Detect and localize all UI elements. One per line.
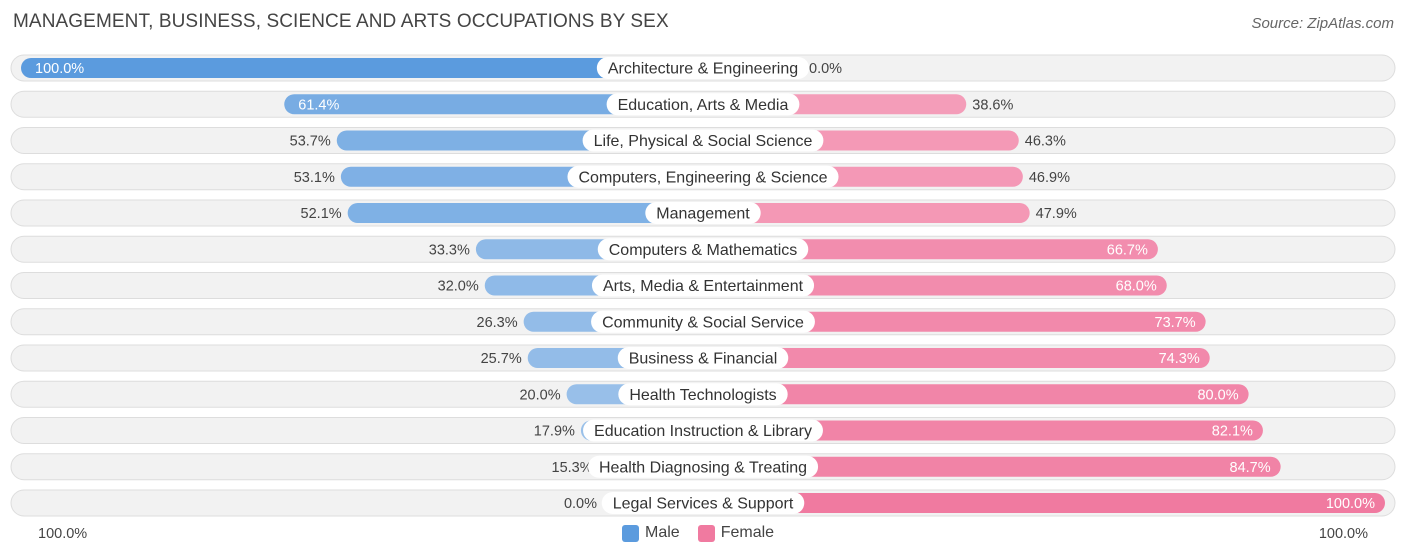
category-label-pill [601,492,805,514]
value-label-female: 82.1% [1212,424,1253,440]
bar-female [703,384,1249,405]
category-label-pill [596,57,810,79]
axis-left-label: 100.0% [38,526,88,542]
value-label-female: 47.9% [1036,206,1077,222]
category-label-pill [591,274,815,297]
bar-male [284,94,703,115]
category-label: Architecture & Engineering [608,61,798,78]
legend-swatch-male [622,524,639,542]
value-label-male: 32.0% [438,279,479,295]
bar-female [703,493,1385,513]
category-label: Health Diagnosing & Treating [599,459,807,476]
category-label: Health Technologists [629,387,776,404]
value-label-female: 68.0% [1116,279,1157,295]
bar-female [703,456,1281,477]
category-label-pill [587,455,819,478]
value-label-male: 52.1% [301,206,342,222]
category-label: Life, Physical & Social Science [594,133,813,150]
axis-right-label: 100.0% [1318,526,1368,542]
value-label-male: 20.0% [519,387,560,403]
value-label-male: 53.7% [290,134,331,150]
legend-label-female: Female [720,524,775,541]
bar-female [703,203,1030,223]
value-label-male: 33.3% [429,242,470,258]
value-label-male: 61.4% [298,97,339,113]
bar-female [703,420,1263,441]
category-label-pill [597,238,809,261]
category-label-pill [618,383,788,406]
bar-male [347,203,703,223]
source-label: Source: ZipAtlas.com [1251,15,1394,32]
value-label-female: 0.0% [809,61,842,77]
value-label-female: 38.6% [972,97,1013,113]
bar-female [703,239,1158,260]
category-label: Education Instruction & Library [594,423,812,440]
category-label: Community & Social Service [602,314,804,331]
chart-title: MANAGEMENT, BUSINESS, SCIENCE AND ARTS O… [13,11,669,32]
value-label-male: 0.0% [564,496,597,512]
legend: Male Female [622,524,792,542]
bar-female [703,275,1167,296]
legend-swatch-female [697,524,715,542]
category-label-pill [606,93,800,116]
value-label-female: 73.7% [1155,315,1196,331]
value-label-male: 53.1% [294,170,335,186]
category-label-pill [645,202,761,224]
value-label-male: 100.0% [35,61,84,77]
category-label-pill [591,310,815,333]
category-label: Education, Arts & Media [618,97,789,114]
category-label: Management [656,206,750,223]
legend-item-female: Female [697,524,775,542]
value-label-male: 26.3% [477,315,518,331]
category-label: Computers, Engineering & Science [578,169,827,186]
category-label: Business & Financial [629,351,778,368]
legend-item-male: Male [622,524,680,542]
value-label-male: 15.3% [552,460,593,476]
category-label-pill [617,347,789,369]
bar-female [703,311,1206,332]
category-label-pill [582,129,824,152]
value-label-female: 100.0% [1326,496,1375,512]
category-label: Legal Services & Support [613,496,794,513]
value-label-female: 84.7% [1230,460,1271,476]
value-label-female: 46.3% [1025,134,1066,150]
value-label-male: 25.7% [481,351,522,367]
value-label-female: 74.3% [1159,351,1200,367]
category-label-pill [583,419,823,442]
value-label-female: 66.7% [1107,242,1148,258]
legend-label-male: Male [645,524,680,541]
category-label: Computers & Mathematics [609,242,798,259]
category-label: Arts, Media & Entertainment [603,278,804,295]
bar-male [21,58,703,78]
bar-female [703,348,1210,368]
category-label-pill [567,165,839,188]
value-label-male: 17.9% [534,424,575,440]
value-label-female: 80.0% [1197,387,1238,403]
value-label-female: 46.9% [1029,170,1070,186]
